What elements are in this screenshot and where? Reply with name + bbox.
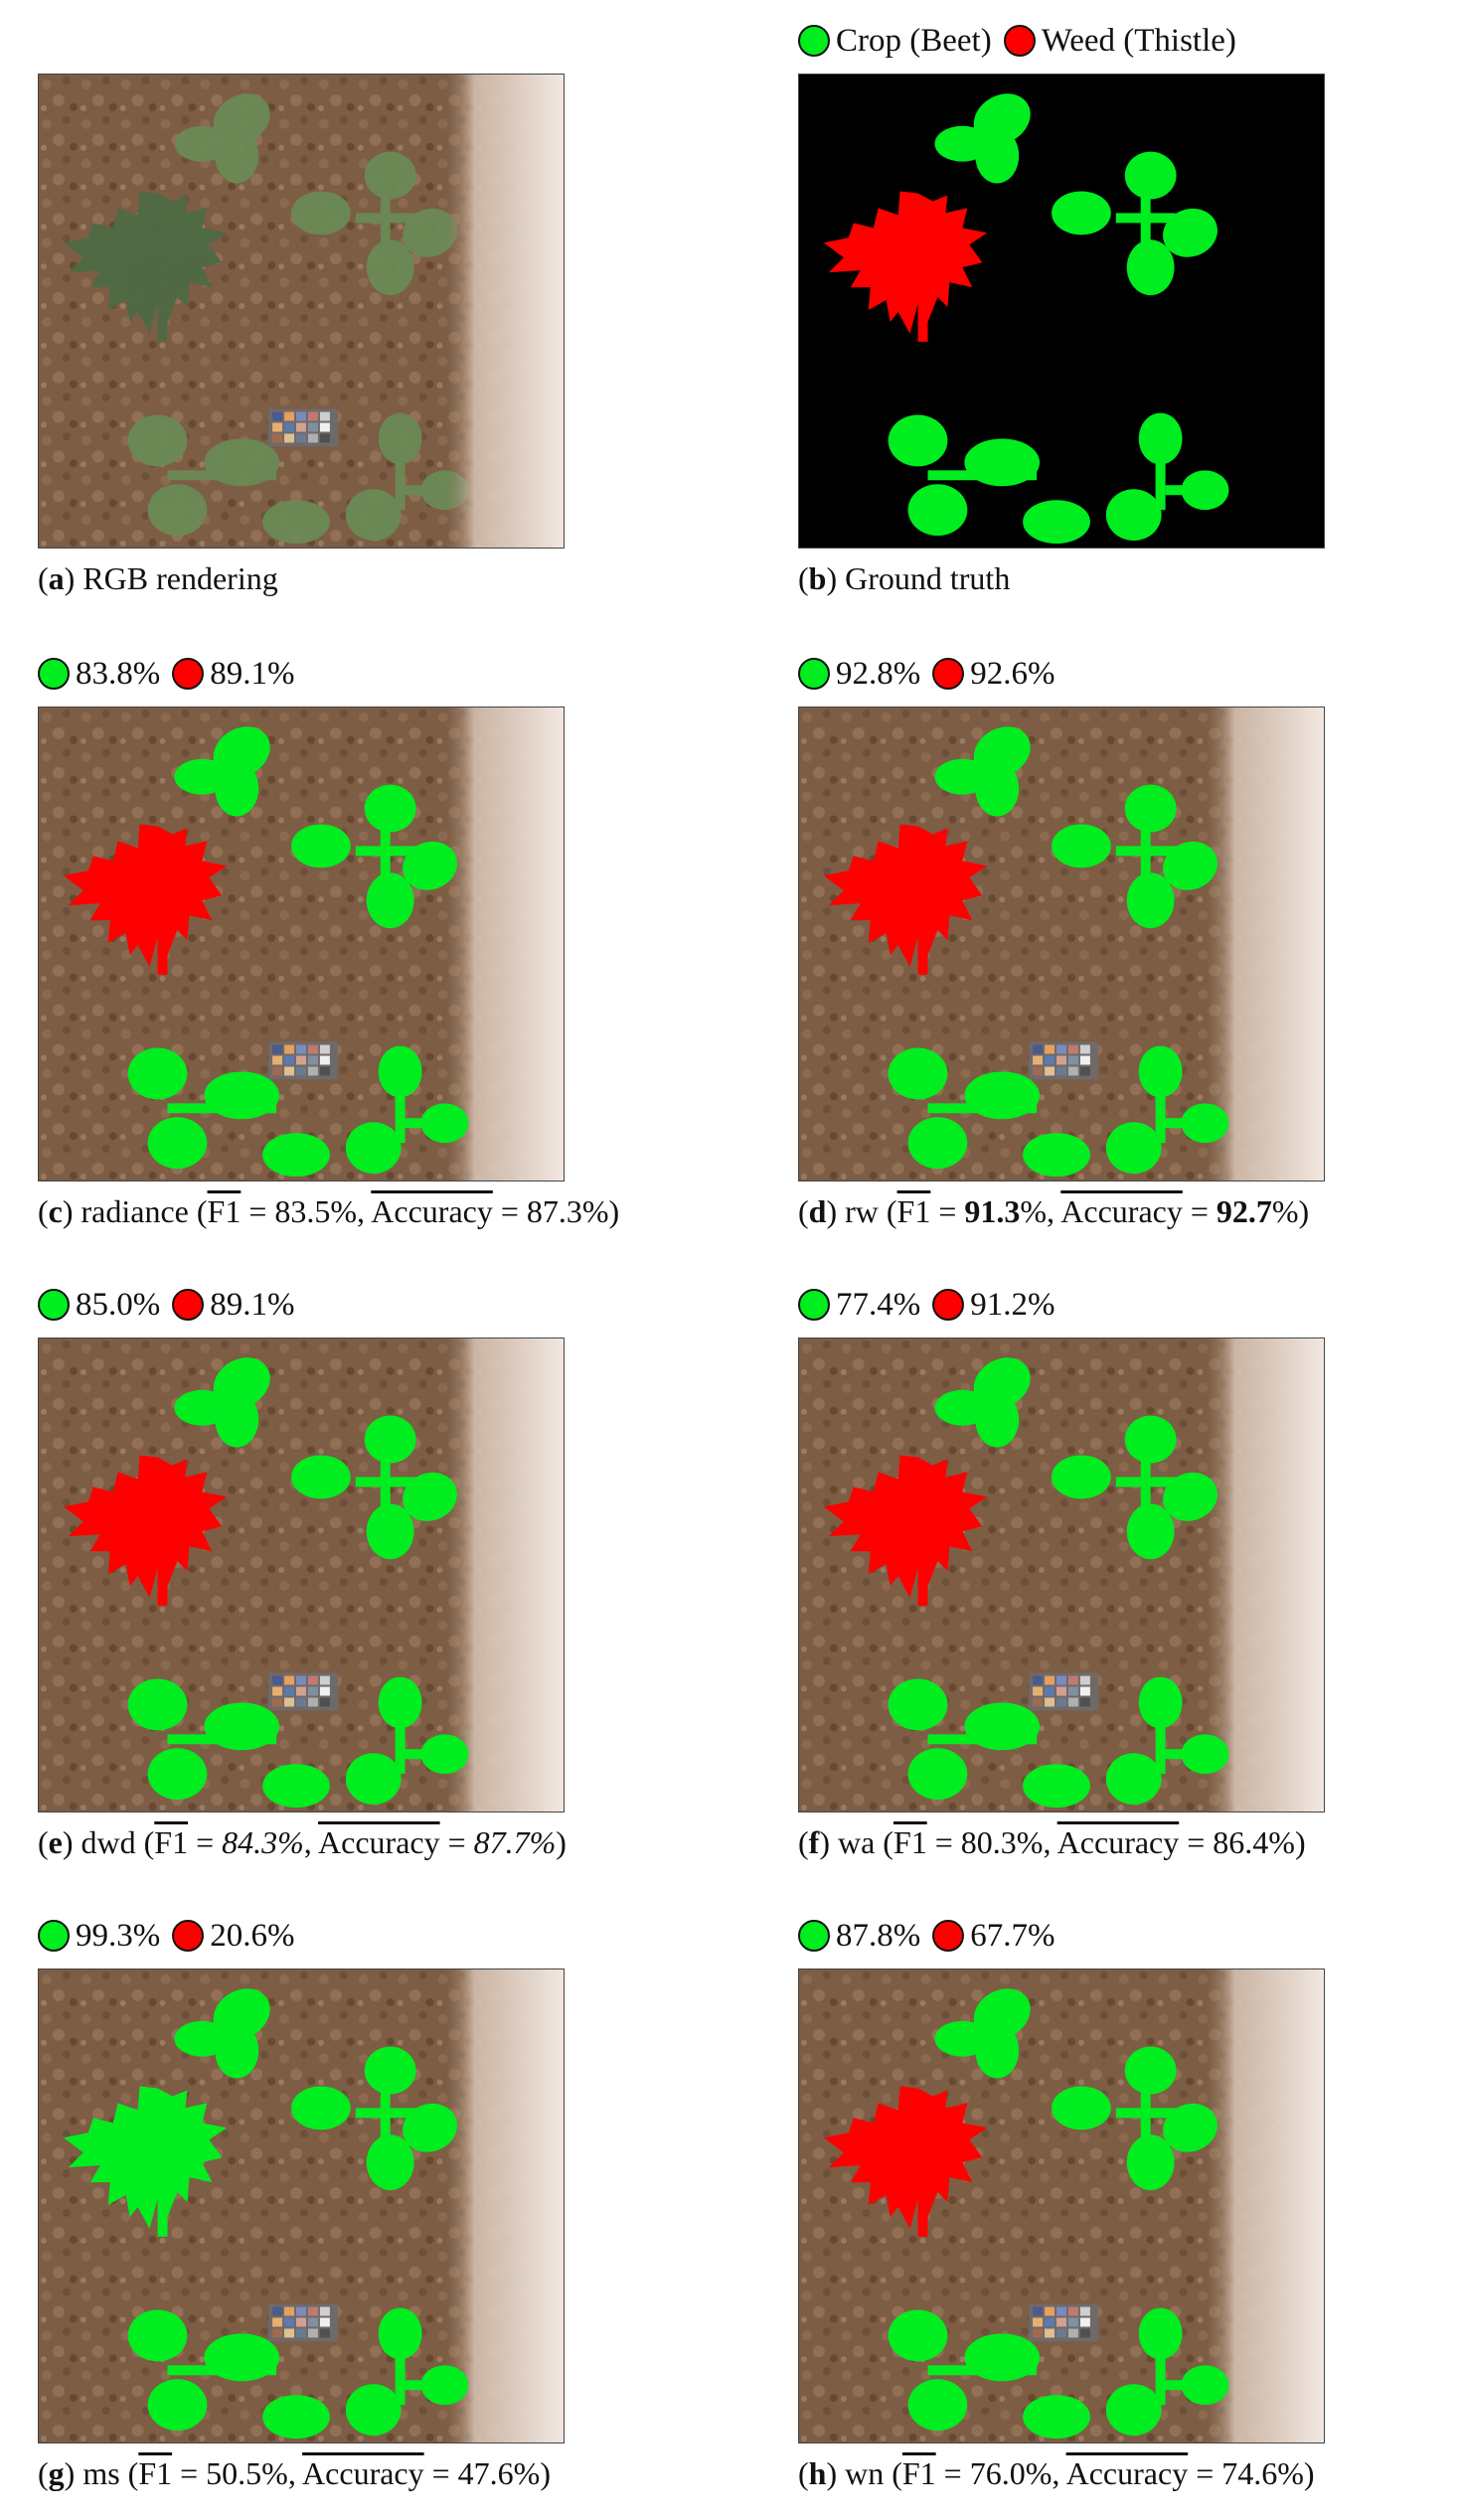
- panel-c: 83.8% 89.1% (c) radiance (F1 = 83.5%, Accu…: [38, 651, 684, 1247]
- ground-truth-image: [798, 74, 1325, 549]
- crop-dot: [38, 658, 70, 690]
- crop-legend-label: Crop (Beet): [836, 22, 992, 59]
- weed-accuracy: 89.1%: [210, 655, 295, 692]
- crop-accuracy: 85.0%: [76, 1286, 161, 1323]
- caption-g: (g) ms (F1 = 50.5%, Accuracy = 47.6%): [38, 2455, 551, 2491]
- prediction-image: [798, 1338, 1325, 1812]
- panel-h: 87.8% 67.7% (h) wn (F1 = 76.0%, Accuracy =…: [798, 1913, 1444, 2509]
- weed-legend-label: Weed (Thistle): [1041, 22, 1236, 59]
- caption-f: (f) wa (F1 = 80.3%, Accuracy = 86.4%): [798, 1824, 1306, 1860]
- weed-accuracy: 92.6%: [970, 655, 1055, 692]
- panel-e: 85.0% 89.1% (e) dwd (F1 = 84.3%, Accuracy …: [38, 1282, 684, 1878]
- weed-dot: [932, 1920, 965, 1952]
- crop-accuracy: 83.8%: [76, 655, 161, 692]
- caption-c: (c) radiance (F1 = 83.5%, Accuracy = 87.…: [38, 1193, 620, 1229]
- prediction-image: [38, 1338, 565, 1812]
- caption-h: (h) wn (F1 = 76.0%, Accuracy = 74.6%): [798, 2455, 1315, 2491]
- class-accuracy-row: 92.8% 92.6%: [798, 651, 1055, 697]
- caption-e: (e) dwd (F1 = 84.3%, Accuracy = 87.7%): [38, 1824, 567, 1860]
- prediction-image: [38, 1969, 565, 2443]
- caption-a: (a) RGB rendering: [38, 560, 278, 596]
- panel-d: 92.8% 92.6% (d) rw (F1 = 91.3%, Accuracy =…: [798, 651, 1444, 1247]
- class-accuracy-row: 77.4% 91.2%: [798, 1282, 1055, 1328]
- weed-dot: [932, 658, 965, 690]
- weed-legend-dot: [1003, 25, 1036, 57]
- class-accuracy-row: 85.0% 89.1%: [38, 1282, 295, 1328]
- legend: Crop (Beet) Weed (Thistle): [798, 18, 1236, 64]
- weed-dot: [172, 1289, 205, 1321]
- prediction-image: [38, 707, 565, 1181]
- crop-dot: [798, 1289, 830, 1321]
- weed-accuracy: 20.6%: [210, 1917, 295, 1954]
- crop-dot: [798, 1920, 830, 1952]
- rgb-image: [38, 74, 565, 549]
- crop-accuracy: 87.8%: [836, 1917, 921, 1954]
- weed-accuracy: 91.2%: [970, 1286, 1055, 1323]
- caption-d: (d) rw (F1 = 91.3%, Accuracy = 92.7%): [798, 1193, 1310, 1229]
- crop-dot: [38, 1920, 70, 1952]
- crop-legend-dot: [798, 25, 830, 57]
- prediction-image: [798, 1969, 1325, 2443]
- crop-accuracy: 77.4%: [836, 1286, 921, 1323]
- panel-g: 99.3% 20.6% (g) ms (F1 = 50.5%, Accuracy =…: [38, 1913, 684, 2509]
- weed-accuracy: 67.7%: [970, 1917, 1055, 1954]
- caption-b: (b) Ground truth: [798, 560, 1011, 596]
- class-accuracy-row: 83.8% 89.1%: [38, 651, 295, 697]
- panel-f: 77.4% 91.2% (f) wa (F1 = 80.3%, Accuracy =…: [798, 1282, 1444, 1878]
- crop-dot: [38, 1289, 70, 1321]
- panel-a: (a) RGB rendering: [38, 18, 574, 614]
- weed-dot: [172, 1920, 205, 1952]
- prediction-image: [798, 707, 1325, 1181]
- weed-dot: [172, 658, 205, 690]
- crop-accuracy: 99.3%: [76, 1917, 161, 1954]
- class-accuracy-row: 87.8% 67.7%: [798, 1913, 1055, 1959]
- crop-dot: [798, 658, 830, 690]
- panel-b: Crop (Beet) Weed (Thistle) (b) Ground tr…: [798, 18, 1394, 614]
- crop-accuracy: 92.8%: [836, 655, 921, 692]
- class-accuracy-row: 99.3% 20.6%: [38, 1913, 295, 1959]
- weed-accuracy: 89.1%: [210, 1286, 295, 1323]
- weed-dot: [932, 1289, 965, 1321]
